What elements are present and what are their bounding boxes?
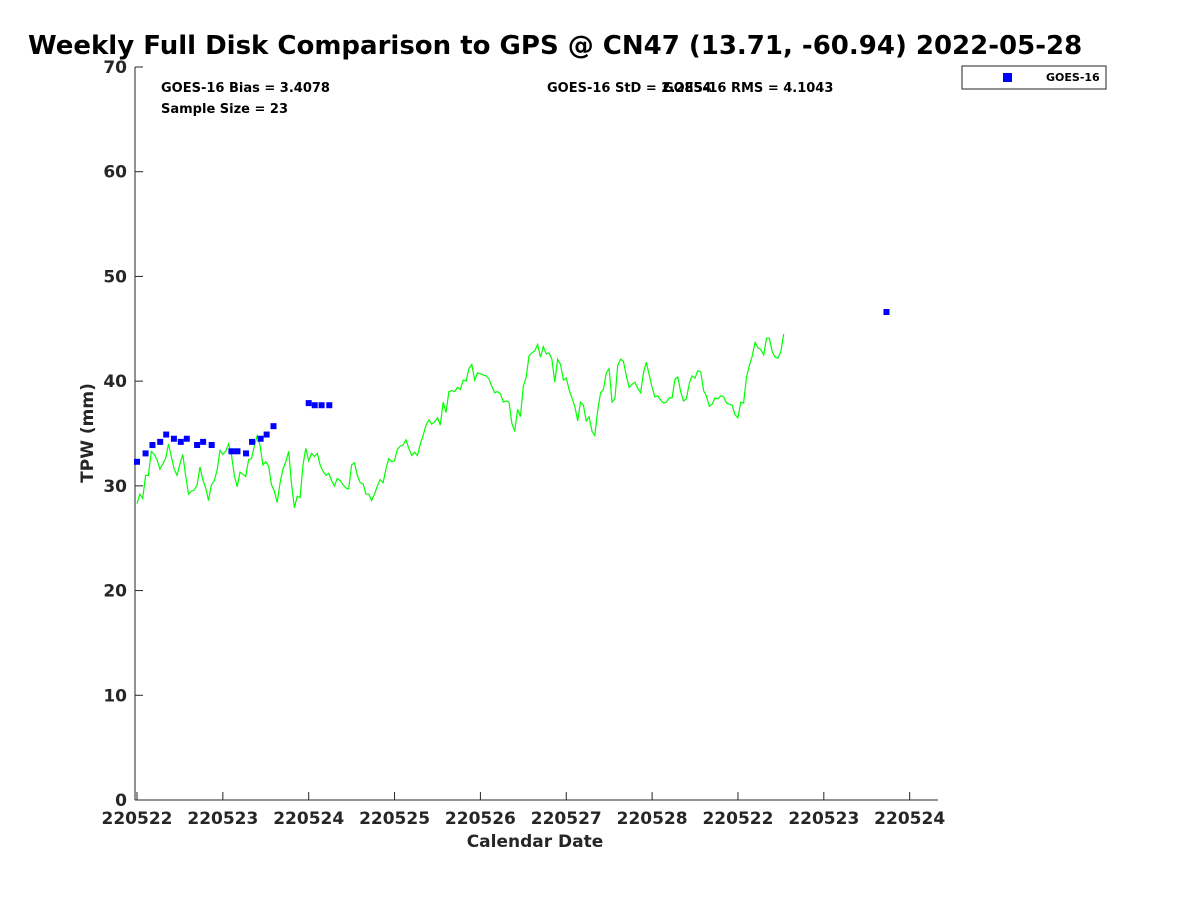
y-axis-label: TPW (mm) — [78, 383, 98, 483]
y-tick-label: 10 — [103, 686, 127, 706]
x-tick-label: 220522 — [702, 809, 773, 829]
sample-size-stat: Sample Size = 23 — [161, 102, 288, 117]
y-tick-label: 20 — [103, 582, 127, 602]
legend: GOES-16 — [961, 65, 1107, 90]
y-tick-label: 50 — [103, 267, 127, 287]
goes16-point — [263, 431, 270, 438]
bias-stat: GOES-16 Bias = 3.4078 — [161, 81, 330, 96]
x-tick-label: 220524 — [874, 809, 945, 829]
goes16-point — [177, 438, 184, 445]
goes16-point — [142, 450, 149, 457]
x-tick-label: 220528 — [617, 809, 688, 829]
goes16-point — [134, 458, 140, 465]
goes16-point — [208, 442, 215, 449]
x-tick-label: 220523 — [788, 809, 859, 829]
y-tick-label: 30 — [103, 477, 127, 497]
goes16-point — [883, 309, 890, 316]
goes16-point — [149, 442, 156, 449]
std-stat: GOES-16 StD = 2.2854 — [547, 81, 711, 96]
x-tick-label: 220525 — [359, 809, 430, 829]
x-tick-label: 220523 — [187, 809, 258, 829]
x-ticks: 220522 220523 220524 220525 220526 220527 2205… — [102, 792, 945, 829]
goes16-point — [200, 438, 207, 445]
goes16-point — [305, 400, 312, 407]
goes16-point — [257, 435, 264, 442]
goes16-point — [157, 438, 164, 445]
legend-box — [961, 65, 1107, 90]
rms-stat: GOES-16 RMS = 4.1043 — [663, 81, 833, 96]
x-tick-label: 220526 — [445, 809, 516, 829]
goes16-point — [311, 402, 318, 409]
y-ticks: 0 10 20 30 40 50 60 70 — [103, 58, 143, 811]
x-tick-label: 220524 — [273, 809, 344, 829]
y-tick-label: 70 — [103, 58, 127, 78]
goes16-point — [234, 448, 241, 455]
goes16-point — [194, 442, 201, 449]
goes16-point — [243, 450, 250, 457]
legend-label-goes16: GOES-16 — [1046, 71, 1100, 84]
y-tick-label: 0 — [115, 791, 127, 811]
goes16-point — [163, 431, 170, 438]
goes16-point — [249, 438, 256, 445]
goes16-point — [228, 448, 235, 455]
gps-series-line — [136, 333, 785, 508]
goes16-point — [170, 435, 177, 442]
x-tick-label: 220522 — [102, 809, 173, 829]
goes16-point — [270, 423, 277, 430]
x-axis-label: Calendar Date — [467, 832, 604, 852]
y-tick-label: 60 — [103, 163, 127, 183]
goes16-point — [183, 435, 190, 442]
legend-marker-goes16 — [1003, 73, 1012, 82]
y-tick-label: 40 — [103, 372, 127, 392]
goes16-point — [318, 402, 325, 409]
axes — [134, 67, 938, 801]
x-tick-label: 220527 — [531, 809, 602, 829]
chart-title: Weekly Full Disk Comparison to GPS @ CN4… — [28, 31, 1082, 61]
goes-series-points — [134, 309, 890, 465]
goes16-point — [326, 402, 333, 409]
